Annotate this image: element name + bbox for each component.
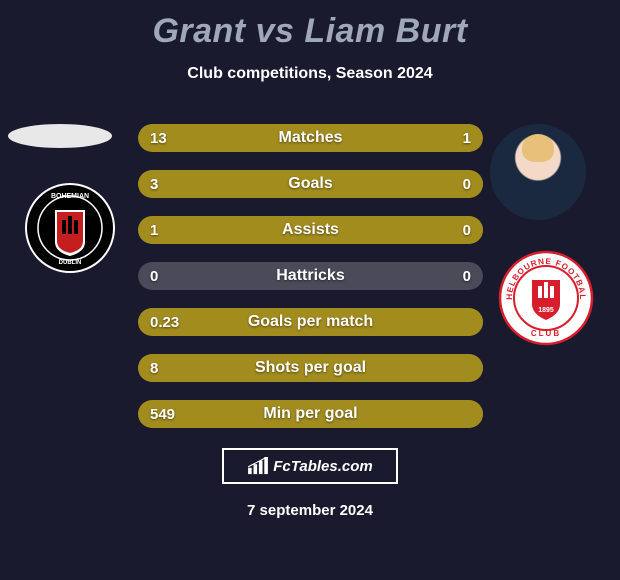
svg-text:CLUB: CLUB bbox=[531, 329, 561, 338]
stat-row: 549 Min per goal bbox=[138, 400, 483, 428]
stat-value-left: 13 bbox=[150, 130, 167, 147]
player-photo-left bbox=[8, 124, 112, 148]
stat-label: Goals per match bbox=[248, 313, 373, 331]
date-text: 7 september 2024 bbox=[0, 502, 620, 519]
player-photo-right bbox=[490, 124, 586, 220]
stat-value-left: 0 bbox=[150, 268, 158, 285]
stat-value-left: 0.23 bbox=[150, 314, 179, 331]
stat-label: Goals bbox=[288, 175, 332, 193]
svg-text:DUBLIN: DUBLIN bbox=[59, 260, 82, 266]
site-logo-text: FcTables.com bbox=[273, 458, 372, 475]
page-title: Grant vs Liam Burt bbox=[0, 0, 620, 51]
svg-text:BOHEMIAN: BOHEMIAN bbox=[51, 193, 89, 200]
stat-row: 3 0 Goals bbox=[138, 170, 483, 198]
stats-container: 13 1 Matches 3 0 Goals 1 0 Assists 0 0 Hattricks 0.2… bbox=[138, 124, 483, 446]
stat-label: Matches bbox=[278, 129, 342, 147]
chart-icon bbox=[247, 457, 269, 475]
stat-label: Min per goal bbox=[263, 405, 357, 423]
stat-row: 1 0 Assists bbox=[138, 216, 483, 244]
stat-value-right: 0 bbox=[463, 222, 471, 239]
stat-value-left: 3 bbox=[150, 176, 158, 193]
stat-label: Shots per goal bbox=[255, 359, 366, 377]
svg-text:1895: 1895 bbox=[538, 307, 554, 314]
club-badge-right: SHELBOURNE FOOTBALL CLUB 1895 bbox=[498, 250, 594, 346]
stat-value-left: 8 bbox=[150, 360, 158, 377]
stat-row: 8 Shots per goal bbox=[138, 354, 483, 382]
stat-label: Hattricks bbox=[276, 267, 344, 285]
stat-row: 0 0 Hattricks bbox=[138, 262, 483, 290]
stat-value-right: 0 bbox=[463, 268, 471, 285]
subtitle: Club competitions, Season 2024 bbox=[0, 65, 620, 83]
stat-row: 13 1 Matches bbox=[138, 124, 483, 152]
stat-label: Assists bbox=[282, 221, 339, 239]
stat-value-right: 1 bbox=[463, 130, 471, 147]
site-logo: FcTables.com bbox=[222, 448, 398, 484]
club-badge-left: BOHEMIAN DUBLIN bbox=[20, 178, 120, 278]
stat-row: 0.23 Goals per match bbox=[138, 308, 483, 336]
stat-value-left: 1 bbox=[150, 222, 158, 239]
stat-value-right: 0 bbox=[463, 176, 471, 193]
stat-bar-left bbox=[138, 124, 400, 152]
stat-value-left: 549 bbox=[150, 406, 175, 423]
